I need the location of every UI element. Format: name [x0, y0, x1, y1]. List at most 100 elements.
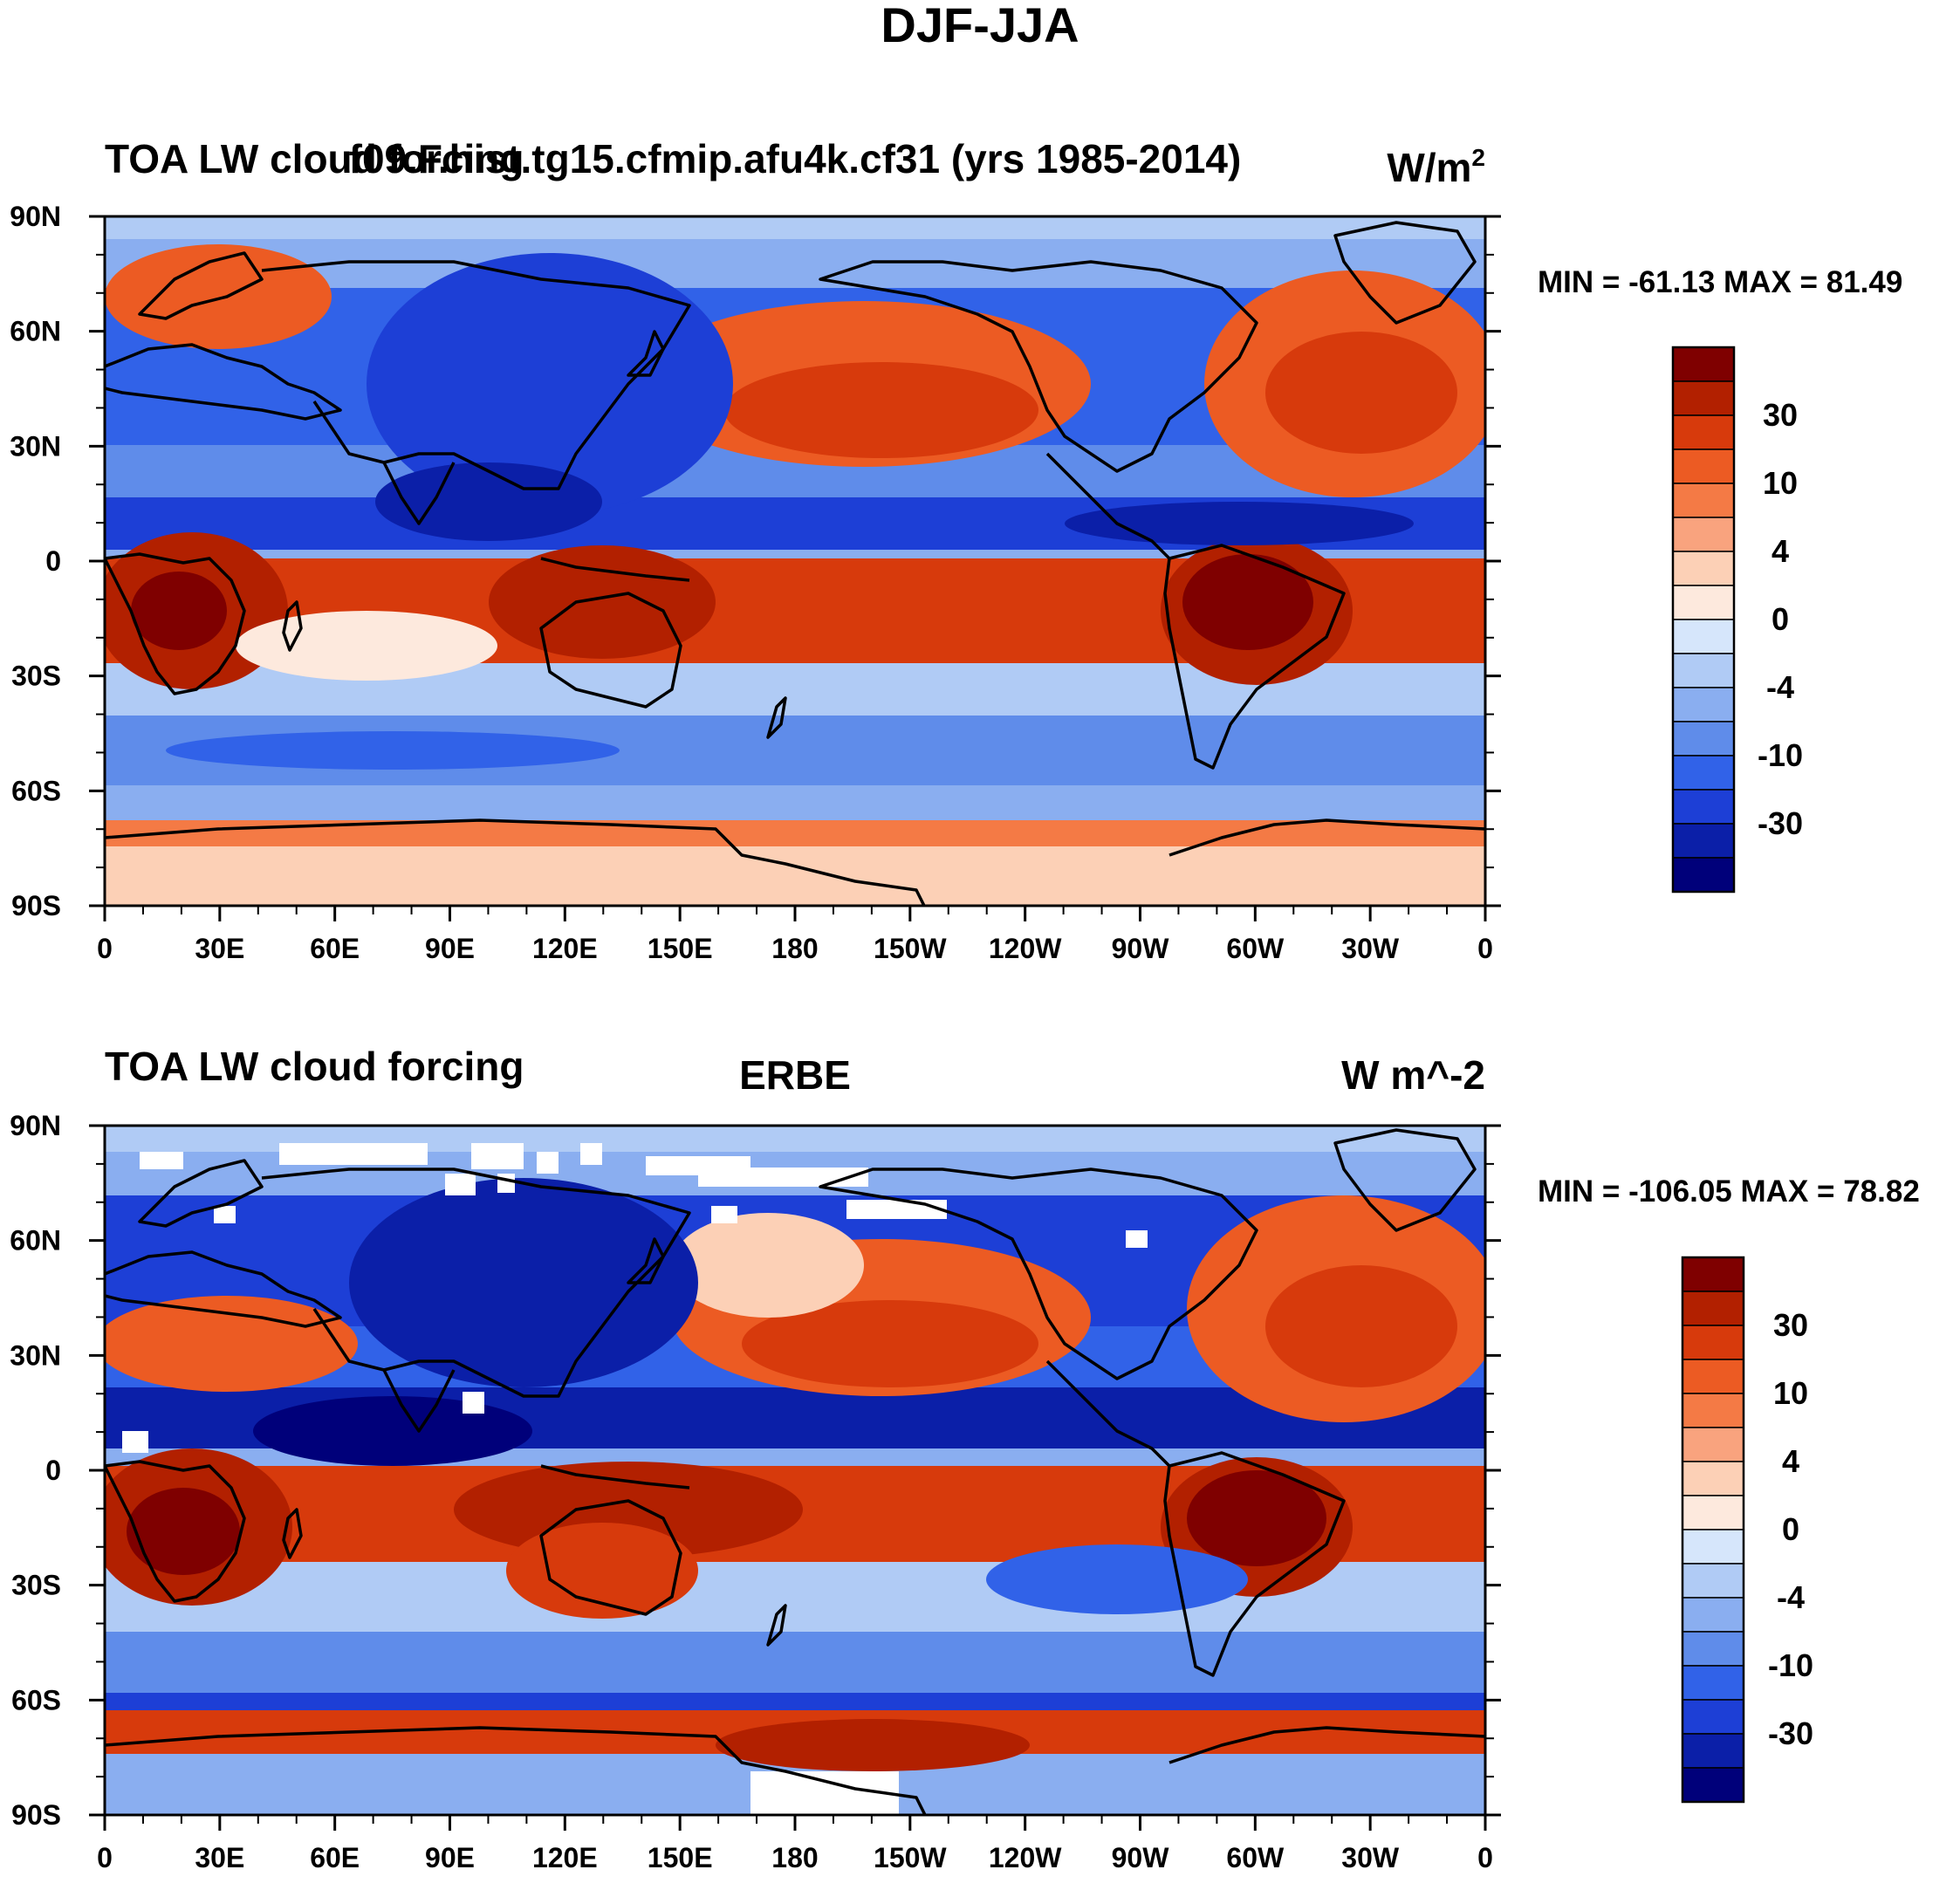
x-tick-label: 0	[97, 1842, 113, 1873]
missing-data-patch	[711, 1206, 737, 1223]
colorbar-label: -30	[1768, 1715, 1813, 1751]
colorbar-box	[1672, 414, 1735, 450]
panel-model-units-superscript: 2	[1471, 144, 1485, 171]
colorbar-box	[1672, 346, 1735, 382]
colorbar-box	[1672, 653, 1735, 688]
y-tick-label: 0	[45, 545, 61, 577]
missing-data-patch	[750, 1771, 899, 1815]
y-tick-label: 90N	[10, 1110, 61, 1141]
outline-central-america	[1045, 452, 1171, 560]
colorbar-box	[1672, 449, 1735, 484]
colorbar-box	[1682, 1393, 1744, 1428]
outline-new-zealand	[766, 1604, 787, 1647]
field-band-southern-ocean	[105, 785, 1485, 820]
missing-data-patch	[463, 1392, 484, 1414]
y-tick-label: 30N	[10, 430, 61, 462]
panel-obs-units: W m^-2	[1341, 1052, 1485, 1098]
field-north-atlantic-core	[1265, 1265, 1457, 1387]
colorbar-box	[1682, 1359, 1744, 1394]
y-tick-label: 90S	[11, 1799, 61, 1831]
outline-new-zealand	[766, 696, 787, 739]
field-maritime-negative	[375, 462, 602, 541]
colorbar-box	[1672, 483, 1735, 518]
colorbar-label: 30	[1763, 397, 1798, 433]
colorbar-box	[1682, 1733, 1744, 1769]
outline-antarctica	[105, 818, 926, 906]
colorbar-label: 4	[1782, 1443, 1799, 1479]
colorbar-box	[1672, 755, 1735, 791]
x-tick-label: 150W	[874, 933, 947, 964]
field-europe-positive	[105, 1296, 358, 1392]
colorbar-box	[1672, 789, 1735, 825]
missing-data-patch	[698, 1168, 868, 1187]
panel-obs-ticks: 0 30E 60E 90E 120E 150E 180 150W 120W 90W 60W 30W 0 9…	[10, 1110, 1501, 1873]
colorbar-box	[1682, 1631, 1744, 1667]
panel-model-max-label: MAX =	[1724, 265, 1818, 299]
field-asia-negative	[349, 1178, 698, 1387]
field-south-america-core	[1182, 554, 1313, 650]
missing-data-patch	[497, 1174, 515, 1193]
colorbar-label: -30	[1758, 805, 1803, 841]
colorbar-frame	[1681, 1256, 1745, 1804]
field-south-pacific-negative	[986, 1544, 1248, 1614]
field-south-america-core	[1187, 1470, 1326, 1566]
missing-data-patch	[1126, 1230, 1148, 1248]
colorbar-label: 0	[1772, 601, 1789, 637]
colorbar-box	[1682, 1427, 1744, 1462]
colorbar-box	[1682, 1665, 1744, 1701]
panel-obs-min: -106.05	[1628, 1174, 1732, 1209]
outline-scandinavia	[138, 1159, 264, 1228]
panel-model-units: W/m2	[1387, 144, 1485, 190]
colorbar-box	[1682, 1563, 1744, 1599]
x-tick-label: 150E	[648, 933, 713, 964]
outline-madagascar	[282, 1508, 303, 1559]
outline-europe	[105, 1250, 342, 1328]
field-antarctic-core	[716, 1719, 1030, 1771]
y-tick-label: 30S	[11, 661, 61, 692]
panel-obs-max: 78.82	[1843, 1174, 1920, 1209]
colorbar-label: 0	[1782, 1511, 1799, 1547]
x-tick-label: 60E	[310, 1842, 360, 1873]
field-south-indian-pale	[236, 611, 497, 681]
colorbar-box	[1672, 517, 1735, 552]
outline-japan	[627, 1237, 665, 1284]
y-tick-label: 60S	[11, 775, 61, 806]
field-asia-negative	[367, 253, 733, 515]
x-tick-label: 120E	[532, 933, 598, 964]
colorbar-label: 10	[1773, 1375, 1808, 1411]
missing-data-patch	[122, 1431, 148, 1453]
colorbar-box	[1672, 380, 1735, 416]
x-tick-label: 0	[97, 933, 113, 964]
figure-title: DJF-JJA	[881, 0, 1079, 52]
field-maritime-negative	[253, 1396, 532, 1466]
panel-obs-center-title: ERBE	[739, 1052, 851, 1098]
x-tick-label: 150W	[874, 1842, 947, 1873]
colorbar-frame	[1671, 346, 1736, 894]
missing-data-patch	[279, 1143, 428, 1165]
colorbar-label: -4	[1777, 1579, 1805, 1615]
missing-data-patch	[140, 1152, 183, 1169]
colorbar-box	[1682, 1291, 1744, 1326]
panel-obs-colorbar: 30 10 4 0 -4 -10 -30	[1681, 1256, 1813, 1804]
panel-obs-min-label: MIN =	[1538, 1174, 1620, 1209]
colorbar-box	[1682, 1767, 1744, 1803]
panel-model-left-title: TOA LW cloud forcing	[105, 136, 524, 181]
outline-india	[382, 1369, 456, 1433]
colorbar-box	[1672, 551, 1735, 586]
field-africa-core	[127, 1488, 240, 1575]
x-tick-label: 0	[1477, 1842, 1493, 1873]
outline-greenland	[1333, 221, 1477, 325]
y-tick-label: 60S	[11, 1684, 61, 1715]
panel-model-ticks: 0 30E 60E 90E 120E 150E 180 150W 120W 90W 60W 30W 0 9…	[10, 201, 1501, 964]
missing-data-patch	[537, 1152, 559, 1174]
colorbar-box	[1672, 823, 1735, 859]
y-tick-label: 90N	[10, 201, 61, 232]
colorbar-box	[1682, 1495, 1744, 1530]
field-north-pacific-core	[742, 1300, 1038, 1387]
panel-obs-left-title: TOA LW cloud forcing	[105, 1044, 524, 1089]
panel-model: TOA LW cloud forcing f09.F.hist.tg15.cfm…	[10, 136, 1902, 964]
x-tick-label: 90E	[425, 933, 475, 964]
x-tick-label: 0	[1477, 933, 1493, 964]
panel-model-max: 81.49	[1826, 265, 1903, 299]
colorbar-label: -10	[1758, 737, 1803, 773]
